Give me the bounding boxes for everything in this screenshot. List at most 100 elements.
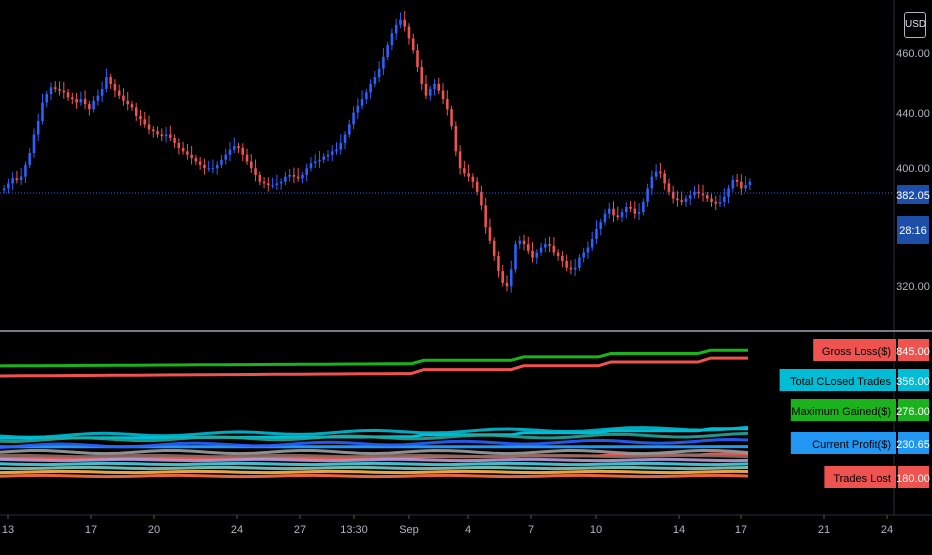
candle-body (190, 155, 193, 158)
candle-body (233, 146, 236, 149)
candle-body (595, 229, 598, 239)
candle-body (510, 269, 513, 286)
candle-body (126, 101, 129, 104)
candle-body (28, 153, 31, 165)
candle-body (75, 99, 78, 102)
candle-body (561, 256, 564, 261)
candle-body (80, 99, 83, 102)
candle-body (659, 172, 662, 174)
legend-label: Current Profit($) (812, 439, 891, 451)
candle-body (425, 84, 428, 96)
candle-body (224, 155, 227, 160)
candle-body (544, 244, 547, 247)
candle-body (250, 161, 253, 168)
candle-body (318, 160, 321, 162)
time-label: 24 (231, 524, 243, 536)
legend-value: 230.65 (896, 439, 930, 451)
candle-body (271, 185, 274, 186)
candle-body (442, 91, 445, 99)
candle-body (723, 197, 726, 202)
candle-body (293, 175, 296, 177)
legend-value: 356.00 (896, 376, 930, 388)
candle-body (715, 202, 718, 204)
candle-body (740, 182, 743, 189)
candle-body (327, 155, 330, 157)
legend-label: Trades Lost (833, 473, 891, 485)
candle-body (531, 251, 534, 258)
currency-button[interactable]: USD (904, 12, 926, 38)
candle-body (548, 244, 551, 246)
candle-body (676, 199, 679, 201)
price-tick-400: 400.00 (896, 163, 930, 175)
candle-body (20, 177, 23, 180)
candle-body (71, 97, 74, 99)
candle-body (570, 268, 573, 270)
candle-body (267, 183, 270, 185)
candle-body (88, 104, 91, 109)
candle-body (689, 195, 692, 198)
candle-body (412, 38, 415, 50)
candle-body (246, 155, 249, 162)
indicator-band-line (0, 475, 748, 476)
candle-body (122, 96, 125, 101)
candle-body (50, 87, 53, 94)
candle-body (736, 180, 739, 182)
candle-body (420, 67, 423, 84)
candle-body (212, 168, 215, 169)
candle-body (429, 89, 432, 96)
candle-body (527, 244, 530, 251)
indicator-pane[interactable] (0, 350, 748, 476)
candle-body (143, 119, 146, 124)
candle-body (574, 268, 577, 270)
candle-body (702, 194, 705, 196)
candle-body (369, 84, 372, 92)
legend-label: Total CLosed Trades (790, 376, 891, 388)
time-label: 17 (85, 524, 97, 536)
candle-body (514, 244, 517, 269)
candle-body (276, 183, 279, 185)
candle-body (41, 102, 44, 121)
time-label: 14 (673, 524, 685, 536)
candle-body (135, 108, 138, 116)
candle-body (518, 241, 521, 244)
price-tick-440: 440.00 (896, 108, 930, 120)
candle-body (382, 57, 385, 69)
candle-body (297, 177, 300, 179)
last-price-value: 382.05 (896, 190, 930, 202)
candle-body (693, 192, 696, 195)
candle-body (416, 50, 419, 67)
candle-body (3, 188, 6, 190)
price-tick-320: 320.00 (896, 281, 930, 293)
candle-body (186, 151, 189, 154)
candle-body (646, 188, 649, 201)
candle-body (710, 199, 713, 202)
candle-body (386, 45, 389, 57)
price-pane[interactable] (3, 11, 751, 293)
candle-body (540, 247, 543, 252)
indicator-line (0, 350, 748, 366)
candle-body (97, 96, 100, 101)
candle-body (663, 173, 666, 183)
candle-body (749, 182, 752, 185)
indicator-band-line (0, 459, 748, 460)
candle-body (668, 183, 671, 191)
candle-body (523, 241, 526, 244)
candle-body (288, 175, 291, 177)
candle-body (254, 168, 257, 175)
candle-body (220, 160, 223, 165)
candle-body (655, 172, 658, 177)
legend-label: Gross Loss($) (822, 346, 891, 358)
candle-body (131, 104, 134, 107)
candle-body (101, 89, 104, 96)
candle-body (314, 161, 317, 163)
candle-body (54, 87, 57, 89)
candle-body (109, 77, 112, 84)
candle-body (178, 143, 181, 148)
candle-body (493, 241, 496, 256)
candle-body (608, 209, 611, 214)
candle-body (455, 126, 458, 151)
time-label: 20 (148, 524, 160, 536)
candle-body (374, 77, 377, 84)
